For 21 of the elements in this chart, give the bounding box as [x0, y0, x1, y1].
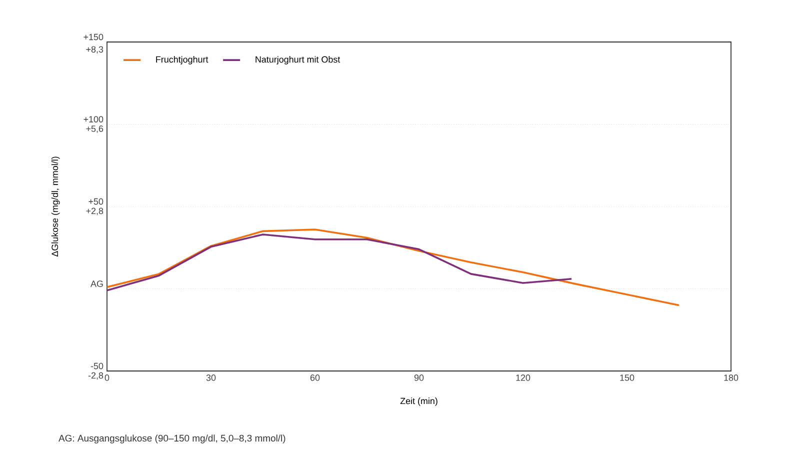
- legend-label: Naturjoghurt mit Obst: [256, 56, 340, 64]
- y2-tick-label: +8,3: [86, 46, 104, 54]
- x-tick-label: 90: [414, 374, 424, 381]
- x-axis-title: Zeit (min): [400, 398, 438, 406]
- y-axis-title: ΔGlukose (mg/dl, mmol/l): [51, 156, 60, 257]
- text: AG: Ausgangsglukose (90–150 mg/dl, 5,0–8,3 mmol/l): [58, 434, 286, 444]
- y2-tick-label: +5,6: [86, 126, 104, 133]
- x-tick-label: 180: [724, 374, 738, 381]
- x-tick-label: 0: [104, 374, 110, 381]
- x-tick-label: 60: [310, 374, 320, 381]
- y-tick-label: +150: [84, 34, 104, 40]
- y2-tick-label: +2,8: [86, 208, 104, 216]
- y-tick-label: +100: [84, 116, 104, 122]
- legend-label: Fruchtjoghurt: [156, 56, 208, 64]
- y-tick-label: -50: [90, 362, 104, 370]
- y-tick-label: AG: [90, 280, 103, 287]
- x-tick-label: 30: [206, 374, 216, 381]
- y2-tick-label: -2,8: [88, 372, 104, 380]
- x-tick-label: 150: [620, 374, 634, 381]
- x-tick-label: 120: [516, 374, 530, 381]
- y-tick-label: +50: [88, 198, 104, 205]
